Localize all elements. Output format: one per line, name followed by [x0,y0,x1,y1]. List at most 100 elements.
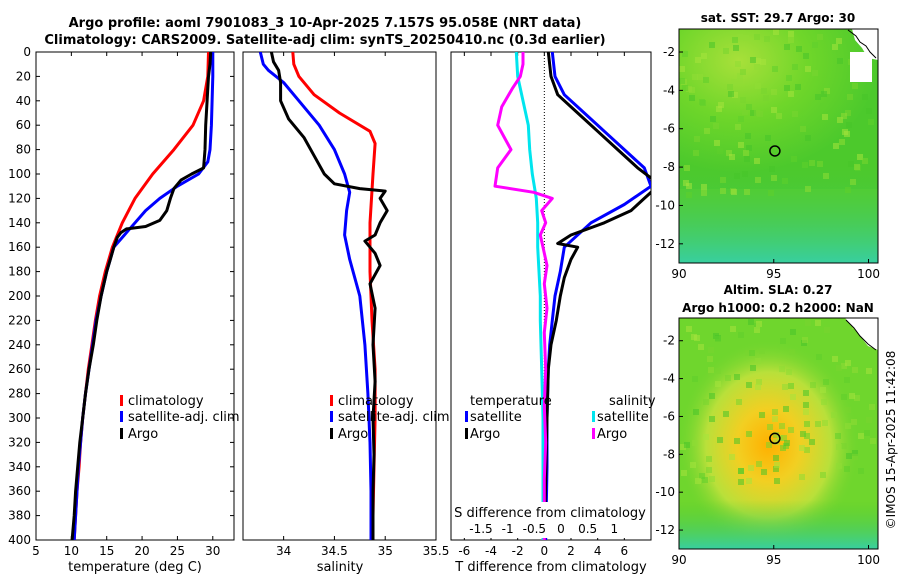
map-pixel [790,329,796,335]
map-pixel [782,384,788,390]
map-pixel [779,366,785,372]
map-pixel [737,78,743,84]
map-y-tick-label: -6 [663,409,675,423]
t-difference-label: T difference from climatology [454,560,647,575]
y-tick-label: 160 [8,240,31,254]
y-tick-label: 20 [16,69,31,83]
map-pixel [692,440,698,446]
series-line-salinity-argo [493,52,554,540]
map-pixel [857,154,863,160]
map-pixel [701,53,707,59]
legend-swatch-argo [120,428,123,439]
map-pixel [841,394,847,400]
map-pixel [803,53,809,59]
map-pixel [796,46,802,52]
map-pixel [815,320,821,326]
map-pixel [852,367,858,373]
map-pixel [823,173,829,179]
map-y-tick-label: -12 [655,237,675,251]
map-pixel [835,433,841,439]
temperature-legend: climatology satellite-adj. clim Argo [120,394,240,442]
map-pixel [846,453,852,459]
map-pixel [746,145,752,151]
sla-low-region [679,500,878,549]
map-pixel [718,102,724,108]
map-pixel [759,348,765,354]
map-pixel [679,66,685,72]
map-pixel [773,455,779,461]
y-tick-label: 140 [8,216,31,230]
legend-label-s-satellite: satellite [597,410,649,425]
map-pixel [729,154,735,160]
sla-map-title: Altim. SLA: 0.27 [724,283,833,297]
x-tick-label: -2 [512,544,524,558]
map-pixel [754,158,760,164]
s-tick-label: 0.5 [578,522,597,536]
map-pixel [749,350,755,356]
map-pixel [744,156,750,162]
map-y-tick-label: -6 [663,122,675,136]
x-tick-label: -4 [485,544,497,558]
map-pixel [698,344,704,350]
legend-label-s-argo: Argo [597,427,627,442]
map-pixel [858,468,864,474]
map-x-tick-label: 100 [857,553,880,567]
x-tick-label: 2 [567,544,575,558]
map-pixel [817,34,823,40]
map-pixel [755,177,761,183]
map-pixel [737,34,743,40]
map-pixel [788,427,794,433]
map-pixel [870,438,876,444]
y-tick-label: 0 [23,45,31,59]
map-pixel [720,188,726,194]
legend-swatch-satellite [120,411,123,422]
temperature-xlabel: temperature (deg C) [68,560,202,575]
x-tick-label: 10 [64,544,79,558]
map-pixel [717,148,723,154]
y-tick-label: 120 [8,191,31,205]
map-pixel [726,150,732,156]
map-y-tick-label: -10 [655,485,675,499]
map-pixel [805,135,811,141]
map-pixel [689,87,695,93]
map-pixel [748,465,754,471]
map-pixel [832,356,838,362]
x-tick-label: 30 [205,544,220,558]
map-x-tick-label: 100 [857,267,880,281]
map-pixel [734,438,740,444]
map-pixel [748,319,754,325]
map-pixel [788,37,794,43]
map-pixel [836,444,842,450]
difference-axes-box [450,51,652,541]
map-pixel [810,382,816,388]
map-pixel [792,111,798,117]
x-tick-label: 5 [32,544,40,558]
map-pixel [694,136,700,142]
map-pixel [734,173,740,179]
map-pixel [852,454,858,460]
map-pixel [771,175,777,181]
legend-heading-salinity: salinity [609,394,656,409]
map-pixel [820,103,826,109]
map-pixel [738,479,744,485]
temperature-panel: 5 10 15 20 25 30 0 20 40 60 80 100 120 140 160 180 200 2… [8,45,240,575]
legend-label-climatology: climatology [338,394,414,409]
map-pixel [845,423,851,429]
map-pixel [788,91,794,97]
map-pixel [836,365,842,371]
map-pixel [773,466,779,472]
map-pixel [809,160,815,166]
map-pixel [681,470,687,476]
figure-title-line1: Argo profile: aoml 7901083_3 10-Apr-2025… [68,16,582,31]
map-pixel [784,85,790,91]
map-pixel [745,350,751,356]
map-pixel [776,113,782,119]
legend-swatch-climatology [330,395,333,406]
x-tick-label: 15 [99,544,114,558]
map-pixel [679,78,685,84]
map-pixel [858,433,864,439]
map-pixel [730,326,736,332]
map-pixel [766,442,772,448]
map-pixel [820,472,826,478]
